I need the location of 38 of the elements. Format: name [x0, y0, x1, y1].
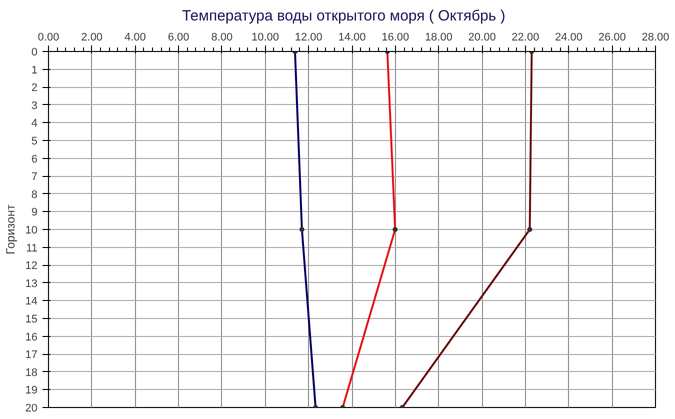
y-tick-label: 10	[25, 224, 38, 236]
y-tick-label: 1	[31, 64, 38, 76]
x-tick-label: 4.00	[124, 32, 146, 44]
x-tick-label: 2.00	[81, 32, 103, 44]
y-tick-label: 11	[26, 242, 38, 254]
x-tick-label: 8.00	[211, 32, 233, 44]
x-tick-label: 22.00	[512, 32, 540, 44]
y-tick-label: 6	[31, 153, 38, 166]
x-tick-label: 14.00	[338, 32, 366, 44]
x-tick-label: 0.00	[38, 32, 60, 44]
x-tick-label: 12.00	[294, 32, 322, 44]
y-tick-label: 18	[25, 366, 38, 379]
y-tick-label: 0	[31, 46, 38, 58]
y-tick-label: 5	[31, 136, 38, 148]
y-tick-label: 20	[25, 402, 38, 414]
x-tick-label: 18.00	[424, 32, 452, 44]
y-tick-label: 17	[25, 349, 38, 362]
y-tick-label: 2	[31, 82, 38, 94]
y-tick-label: 8	[31, 188, 38, 201]
y-tick-label: 19	[25, 384, 38, 397]
y-tick-label: 15	[25, 314, 38, 326]
x-tick-label: 6.00	[168, 32, 190, 44]
y-tick-label: 3	[31, 100, 38, 112]
y-tick-label: 7	[31, 171, 38, 184]
y-tick-label: 4	[31, 118, 38, 130]
y-tick-label: 9	[31, 206, 38, 219]
x-tick-label: 28.00	[642, 32, 670, 44]
chart-title: Температура воды открытого моря ( Октябрь )	[182, 8, 506, 24]
x-tick-label: 26.00	[598, 32, 626, 44]
x-tick-label: 20.00	[468, 32, 496, 44]
x-tick-label: 24.00	[555, 32, 583, 44]
x-tick-label: 16.00	[382, 32, 410, 44]
y-axis-title: Горизонт	[3, 204, 18, 254]
y-tick-label: 13	[25, 278, 38, 290]
y-tick-label: 16	[25, 331, 38, 344]
y-tick-label: 12	[25, 260, 38, 272]
y-tick-label: 14	[25, 296, 38, 308]
x-tick-label: 10.00	[252, 32, 280, 44]
